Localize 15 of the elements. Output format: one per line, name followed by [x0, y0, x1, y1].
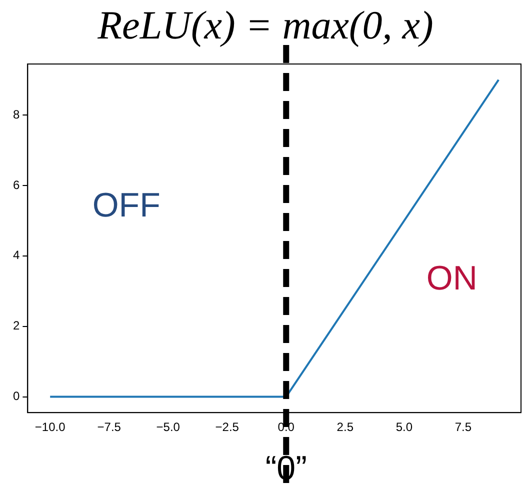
x-tick-label: 2.5 — [336, 420, 354, 434]
chart-title: ReLU(x) = max(0, x) — [96, 2, 434, 48]
x-tick-label: −7.5 — [97, 420, 122, 434]
y-tick-label: 0 — [12, 389, 20, 404]
x-tick-label: 7.5 — [454, 420, 472, 434]
y-tick-label: 8 — [12, 107, 20, 122]
x-tick-label: 5.0 — [396, 420, 413, 434]
x-tick-label: −2.5 — [215, 420, 240, 434]
y-tick-label: 2 — [12, 318, 20, 333]
x-tick-label: −5.0 — [156, 420, 180, 434]
annotation: ON — [426, 260, 478, 298]
y-tick-label: 6 — [12, 178, 20, 192]
x-tick-label: −10.0 — [34, 420, 66, 434]
annotation: OFF — [92, 186, 160, 224]
y-tick-label: 4 — [12, 248, 20, 262]
